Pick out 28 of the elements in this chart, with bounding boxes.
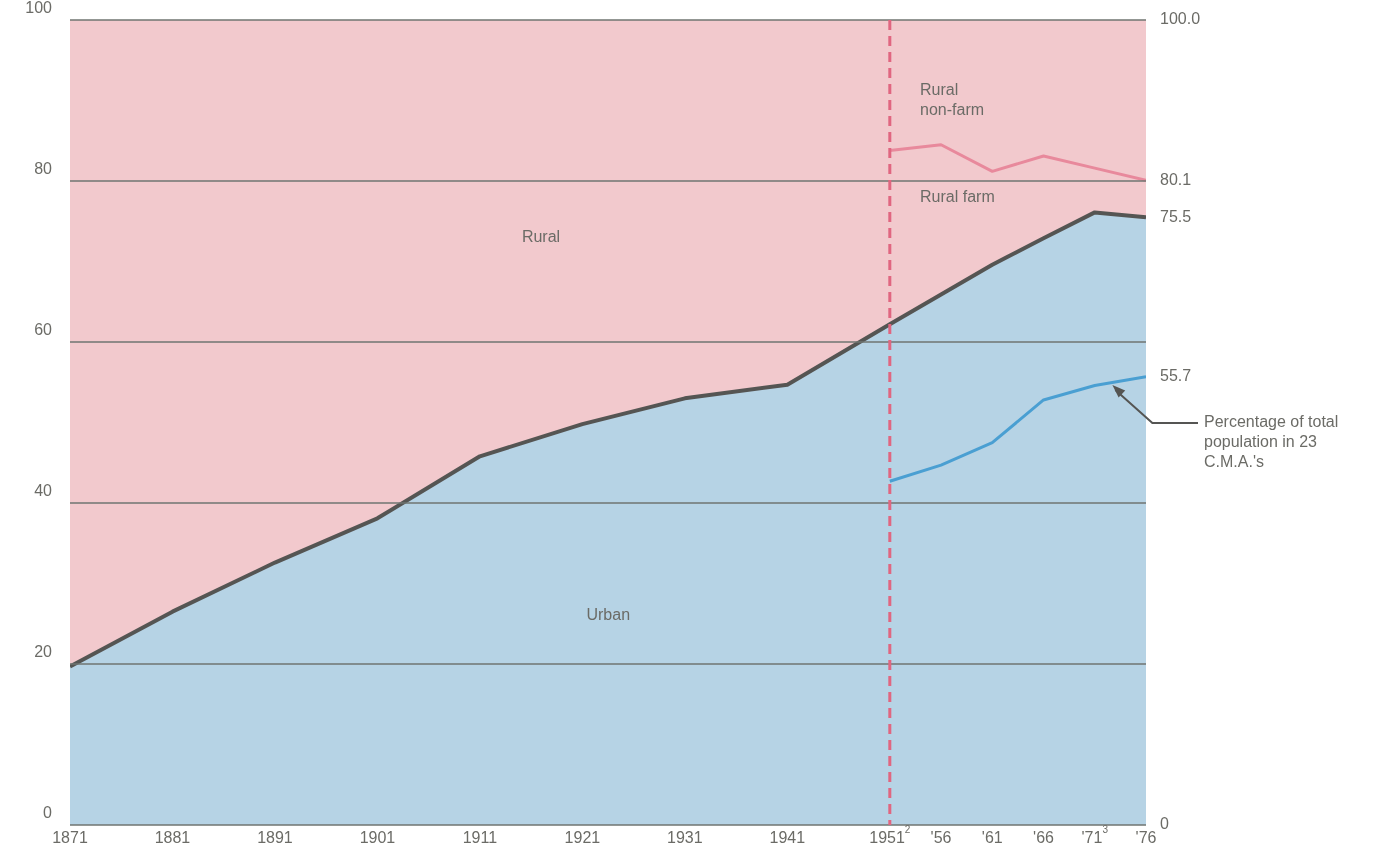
y-tick-label: 60 bbox=[34, 321, 53, 339]
y2-tick-label: 0 bbox=[1160, 815, 1169, 833]
y-tick-label: 80 bbox=[34, 160, 53, 178]
x-tick-label: 1891 bbox=[257, 829, 293, 847]
x-tick-label: 1871 bbox=[52, 829, 88, 847]
x-tick-label: 1881 bbox=[154, 829, 191, 847]
x-tick-label: 1931 bbox=[667, 829, 703, 847]
y2-tick-label: 100.0 bbox=[1160, 10, 1201, 28]
x-tick-label: 1921 bbox=[564, 829, 601, 847]
x-tick-label: 1901 bbox=[359, 829, 396, 847]
y-tick-label: 40 bbox=[34, 482, 53, 500]
x-tick-label: '56 bbox=[930, 829, 952, 847]
x-tick-label: 1911 bbox=[462, 829, 498, 847]
y-tick-label: 0 bbox=[43, 804, 53, 822]
x-tick-label: 1941 bbox=[769, 829, 806, 847]
y2-tick-label: 55.7 bbox=[1160, 367, 1192, 385]
annotation: Rural bbox=[521, 227, 561, 245]
y2-tick-label: 75.5 bbox=[1160, 207, 1192, 225]
annotation: Rural non-farm bbox=[920, 80, 985, 118]
y2-tick-label: 80.1 bbox=[1160, 170, 1192, 188]
x-tick-label: '61 bbox=[981, 829, 1003, 847]
x-tick-label: '76 bbox=[1135, 829, 1157, 847]
x-tick-label: '66 bbox=[1033, 829, 1055, 847]
y-tick-label: 20 bbox=[34, 643, 53, 661]
annotation: Urban bbox=[586, 606, 631, 624]
annotation: Rural farm bbox=[920, 187, 995, 205]
y-tick-label: 100 bbox=[25, 0, 53, 17]
text: Percentage of total population in 23 C.M.A.'s bbox=[1204, 413, 1339, 471]
